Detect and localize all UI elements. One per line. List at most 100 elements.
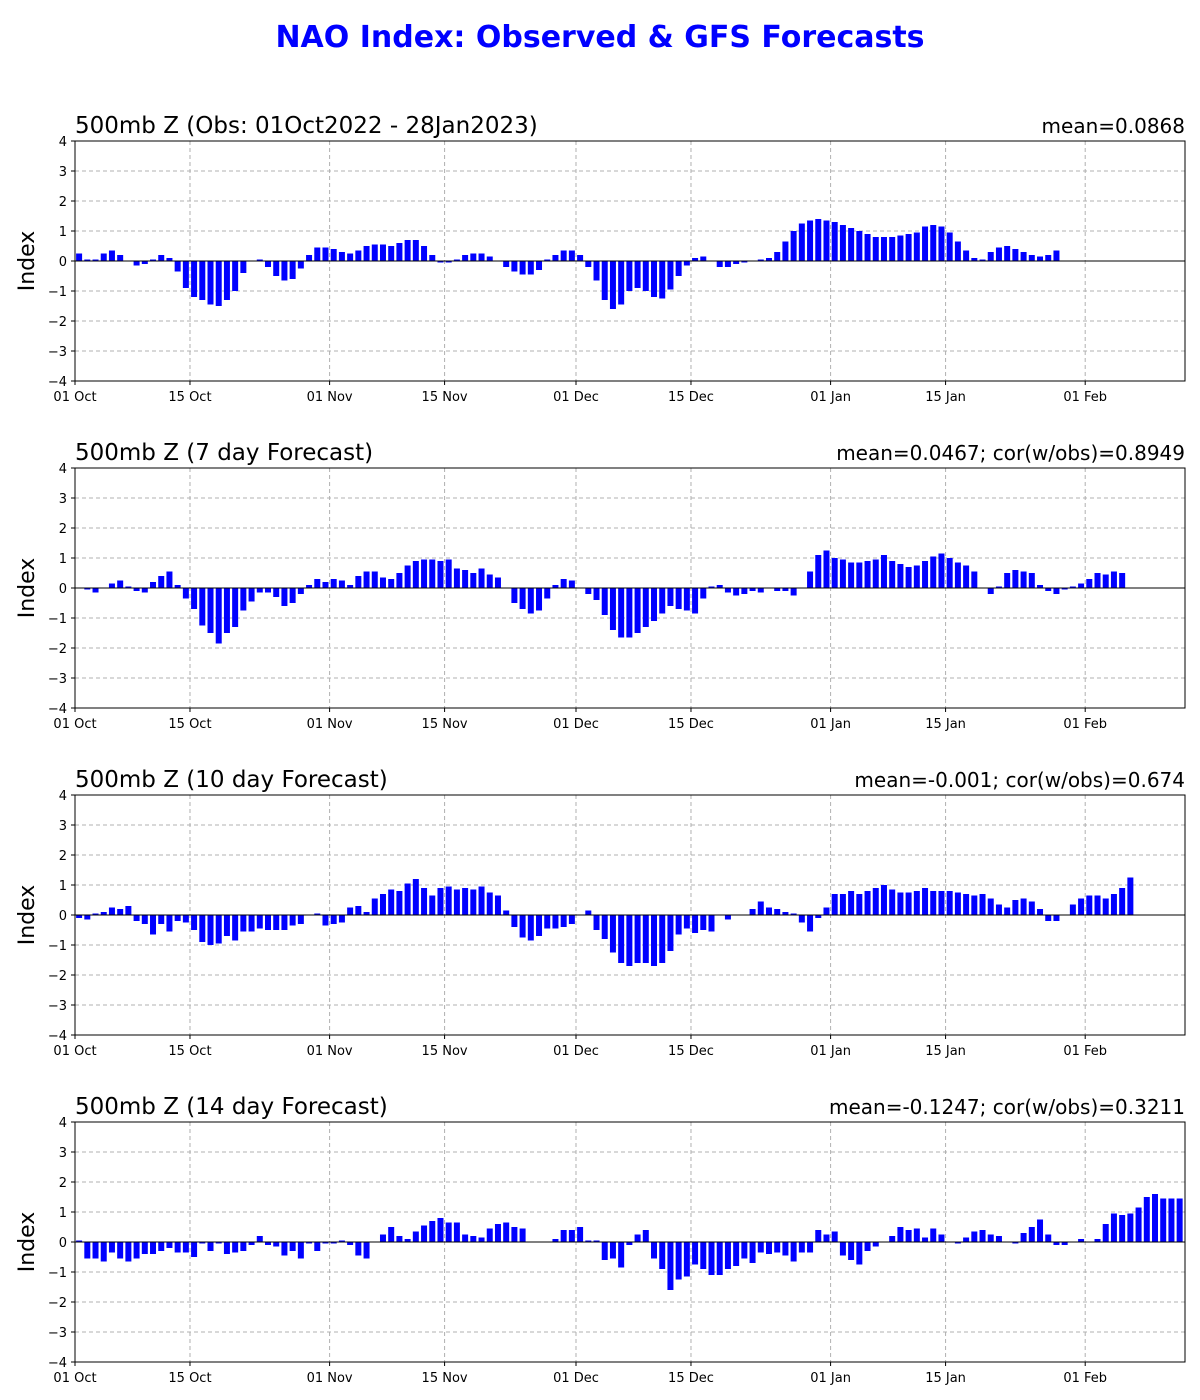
bar (478, 253, 485, 261)
bar (659, 261, 666, 299)
bar (412, 561, 419, 588)
bar (700, 588, 707, 599)
bar (905, 892, 912, 915)
bar (133, 915, 140, 921)
x-tick-label: 01 Feb (1063, 717, 1107, 732)
bar (486, 1228, 493, 1242)
page-title: NAO Index: Observed & GFS Forecasts (275, 20, 925, 55)
bar (273, 915, 280, 930)
bar (733, 261, 740, 264)
bar (675, 588, 682, 609)
bar (626, 588, 633, 638)
bar (470, 253, 477, 261)
bar (708, 1242, 715, 1275)
bar (84, 259, 91, 261)
bar (363, 246, 370, 261)
y-tick-label: −4 (48, 1029, 67, 1044)
bar (971, 1231, 978, 1242)
bar (700, 1242, 707, 1269)
bar (856, 562, 863, 588)
bar (314, 1242, 321, 1251)
bar (453, 889, 460, 915)
bar (355, 906, 362, 915)
y-tick-label: 4 (59, 789, 67, 804)
bar (421, 888, 428, 915)
bar (790, 913, 797, 915)
bar (232, 261, 239, 291)
bar (141, 915, 148, 924)
bar (117, 1242, 124, 1259)
bar (1045, 915, 1052, 921)
y-tick-label: 0 (59, 255, 67, 270)
bar (166, 258, 173, 261)
x-tick-label: 01 Jan (810, 717, 851, 732)
bar (1135, 1207, 1142, 1242)
bar (108, 1242, 115, 1253)
bar (1012, 249, 1019, 261)
bar (1094, 1239, 1101, 1242)
bar (289, 588, 296, 603)
bar (1045, 255, 1052, 261)
bar (199, 261, 206, 300)
bar (379, 577, 386, 588)
x-tick-label: 01 Dec (553, 717, 599, 732)
y-tick-label: 2 (59, 195, 67, 210)
bar (749, 1242, 756, 1263)
bar (191, 1242, 198, 1257)
y-tick-label: 1 (59, 552, 67, 567)
bar (683, 261, 690, 266)
bar (700, 915, 707, 930)
bar (347, 907, 354, 915)
y-tick-label: −2 (48, 1296, 67, 1311)
bar (963, 1237, 970, 1242)
bar (371, 571, 378, 588)
bar (273, 261, 280, 276)
x-tick-label: 01 Dec (553, 390, 599, 405)
bar (683, 915, 690, 929)
bar (683, 1242, 690, 1277)
bar (864, 234, 871, 261)
bar (897, 1227, 904, 1242)
bar (92, 1242, 99, 1259)
y-tick-label: 3 (59, 165, 67, 180)
bar (585, 261, 592, 267)
y-tick-label: 2 (59, 522, 67, 537)
y-tick-label: 0 (59, 1236, 67, 1251)
bar (798, 915, 805, 923)
bar (404, 883, 411, 915)
y-axis-label: Index (15, 1212, 40, 1273)
bar (683, 588, 690, 611)
bar (552, 1239, 559, 1242)
bar (930, 556, 937, 588)
bar (601, 1242, 608, 1260)
bar (248, 1242, 255, 1245)
bar (946, 891, 953, 915)
x-tick-label: 01 Feb (1063, 1044, 1107, 1059)
bar (724, 588, 731, 593)
bar (971, 258, 978, 261)
bar (733, 1242, 740, 1266)
bar (897, 892, 904, 915)
y-tick-label: 4 (59, 462, 67, 477)
bar (905, 567, 912, 588)
bar (322, 582, 329, 588)
bar (1119, 573, 1126, 588)
x-tick-label: 01 Jan (810, 1371, 851, 1386)
bar (922, 561, 929, 588)
bar (289, 915, 296, 926)
bar (174, 1242, 181, 1253)
bar (158, 915, 165, 924)
bar (692, 915, 699, 933)
bar (470, 889, 477, 915)
bar (675, 261, 682, 276)
x-tick-label: 15 Dec (668, 390, 714, 405)
bar (889, 237, 896, 261)
bar (355, 1242, 362, 1256)
bar (133, 261, 140, 266)
bar (568, 580, 575, 588)
bar (667, 261, 674, 290)
bar (700, 256, 707, 261)
bar (478, 1237, 485, 1242)
bar (807, 1242, 814, 1253)
